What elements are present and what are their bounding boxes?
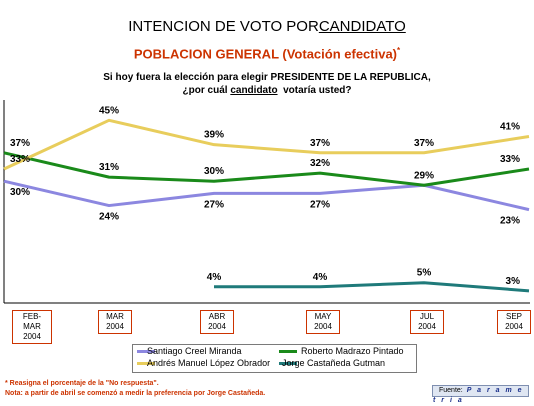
- series-line-3: [214, 281, 530, 293]
- data-label-2-0: 33%: [10, 154, 30, 165]
- data-label-2-2: 39%: [204, 130, 224, 141]
- x-tick-label-4: JUL 2004: [410, 310, 444, 334]
- data-label-1-2: 30%: [204, 166, 224, 177]
- data-label-2-5: 41%: [500, 122, 520, 133]
- survey-question: Si hoy fuera la elección para elegir PRE…: [0, 71, 534, 97]
- series-layer: [3, 118, 530, 293]
- legend-label-2: Andrés Manuel López Obrador: [147, 358, 271, 368]
- data-label-1-5: 33%: [500, 154, 520, 165]
- survey-question-line-2-underlined: candidato: [230, 85, 278, 96]
- data-label-1-4: 29%: [414, 170, 434, 181]
- legend-label-3: Jorge Castañeda Gutman: [282, 358, 386, 368]
- legend-swatch-3: [279, 362, 297, 365]
- legend-swatch-2: [137, 362, 155, 365]
- data-label-1-1: 31%: [99, 162, 119, 173]
- data-label-2-1: 45%: [99, 105, 119, 116]
- data-label-3-2: 4%: [207, 272, 222, 283]
- legend-swatch-1: [279, 350, 297, 353]
- data-label-1-0: 37%: [10, 138, 30, 149]
- legend-label-1: Roberto Madrazo Pintado: [301, 346, 404, 356]
- data-label-3-5: 3%: [506, 276, 521, 287]
- chart-legend: Santiago Creel Miranda Roberto Madrazo P…: [132, 344, 417, 373]
- x-tick-label-0: FEB- MAR 2004: [12, 310, 52, 344]
- series-line-0: [3, 179, 530, 212]
- chart-title: INTENCION DE VOTO PORCANDIDATO: [0, 18, 534, 35]
- footnote-1: * Reasigna el porcentaje de la "No respu…: [5, 380, 159, 387]
- data-label-0-2: 27%: [204, 199, 224, 210]
- data-label-2-4: 37%: [414, 138, 434, 149]
- data-label-3-3: 4%: [313, 272, 328, 283]
- x-tick-label-3: MAY 2004: [306, 310, 340, 334]
- survey-question-line-2-end: votaría usted?: [277, 85, 352, 96]
- x-tick-label-1: MAR 2004: [98, 310, 132, 334]
- source-label: Fuente:: [439, 387, 463, 394]
- chart-subtitle: POBLACION GENERAL (Votación efectiva)*: [0, 46, 534, 61]
- survey-question-line-2: ¿por cuál candidato votaría usted?: [0, 84, 534, 97]
- x-tick-label-2: ABR 2004: [200, 310, 234, 334]
- data-label-2-3: 37%: [310, 138, 330, 149]
- chart-subtitle-text: POBLACION GENERAL (Votación efectiva): [133, 46, 398, 62]
- chart-title-prefix: INTENCION DE VOTO POR: [128, 18, 319, 35]
- x-tick-label-5: SEP 2004: [497, 310, 531, 334]
- survey-question-line-1: Si hoy fuera la elección para elegir PRE…: [103, 72, 431, 83]
- series-line-2: [3, 118, 530, 171]
- legend-label-0: Santiago Creel Miranda: [147, 346, 242, 356]
- chart-subtitle-mark: *: [397, 46, 401, 55]
- survey-question-line-2-start: ¿por cuál: [182, 85, 231, 96]
- data-label-0-3: 27%: [310, 199, 330, 210]
- labels-layer: 30% 24% 27% 27% 23% 37% 31% 30% 32% 29% 33% 33% 45% 3…: [10, 105, 520, 287]
- footnote-2: Nota: a partir de abril se comenzó a med…: [5, 390, 266, 397]
- legend-swatch-0: [137, 350, 155, 353]
- series-line-1: [3, 151, 530, 187]
- data-label-0-0: 30%: [10, 187, 30, 198]
- data-label-3-4: 5%: [417, 268, 432, 279]
- data-label-0-1: 24%: [99, 212, 119, 223]
- data-label-1-3: 32%: [310, 158, 330, 169]
- source-box: Fuente: P a r a m e t r i a: [432, 385, 529, 404]
- data-label-0-5: 23%: [500, 216, 520, 227]
- chart-title-underlined: CANDIDATO: [318, 18, 406, 35]
